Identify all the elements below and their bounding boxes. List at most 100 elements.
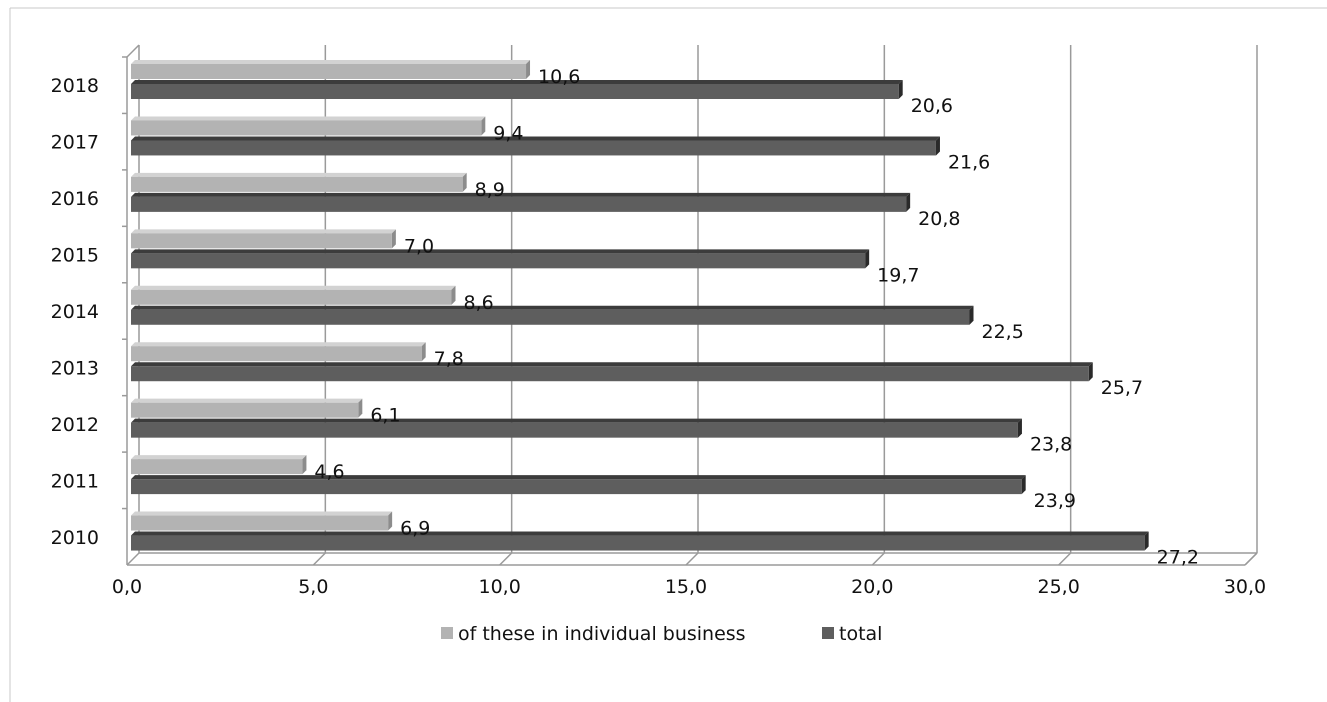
data-label: 7,8 bbox=[434, 348, 464, 370]
y-tick-label: 2015 bbox=[51, 245, 99, 267]
bar-end-face bbox=[358, 398, 363, 418]
y-tick-label: 2011 bbox=[51, 470, 99, 492]
data-label: 20,6 bbox=[911, 95, 953, 117]
bar-end-face bbox=[451, 285, 456, 305]
bar-total bbox=[131, 422, 1018, 438]
bar-top-face bbox=[131, 60, 531, 64]
bar-total bbox=[131, 84, 899, 99]
bars-layer bbox=[131, 60, 1149, 551]
data-label: 25,7 bbox=[1101, 377, 1143, 399]
bar-end-face bbox=[1144, 531, 1149, 551]
gridline-floor bbox=[685, 552, 699, 566]
bar-total bbox=[131, 366, 1089, 382]
bar-total bbox=[131, 479, 1022, 495]
bar-individual-business bbox=[131, 289, 452, 305]
data-label: 6,9 bbox=[400, 518, 430, 540]
bar-end-face bbox=[391, 229, 396, 249]
bar-end-face bbox=[935, 136, 940, 156]
bar-top-face bbox=[131, 285, 456, 290]
data-label: 21,6 bbox=[948, 151, 990, 173]
bar-individual-business bbox=[131, 64, 527, 79]
bar-end-face bbox=[1021, 475, 1026, 495]
bar-end-face bbox=[481, 116, 486, 136]
bar-end-face bbox=[526, 60, 531, 79]
gridline-floor bbox=[312, 552, 326, 566]
bar-top-face bbox=[131, 116, 486, 121]
data-label: 6,1 bbox=[370, 405, 400, 427]
bar-end-face bbox=[421, 342, 426, 362]
y-axis-depth-top bbox=[126, 44, 140, 58]
y-tick-label: 2010 bbox=[51, 527, 99, 549]
x-tick-label: 0,0 bbox=[112, 576, 142, 598]
data-label: 27,2 bbox=[1157, 547, 1199, 569]
x-tick-label: 15,0 bbox=[665, 576, 707, 598]
data-label: 9,4 bbox=[493, 122, 523, 144]
gridline-floor bbox=[499, 552, 513, 566]
bar-top-face bbox=[131, 305, 974, 310]
y-tick-label: 2012 bbox=[51, 414, 99, 436]
y-tick-label: 2013 bbox=[51, 357, 99, 379]
bar-top-face bbox=[131, 418, 1022, 423]
gridline-floor bbox=[1058, 552, 1072, 566]
x-tick-label: 20,0 bbox=[851, 576, 893, 598]
bar-top-face bbox=[131, 398, 363, 403]
labels-layer: 0,0 5,0 10,0 15,0 20,0 25,0 30,0 2018 10,6 20,6 20… bbox=[51, 66, 1267, 598]
y-tick-label: 2018 bbox=[51, 75, 99, 97]
gridline-floor bbox=[871, 552, 885, 566]
bar-top-face bbox=[131, 80, 903, 84]
data-label: 22,5 bbox=[982, 321, 1024, 343]
bar-end-face bbox=[462, 172, 467, 192]
data-label: 8,6 bbox=[463, 292, 493, 314]
bar-end-face bbox=[1088, 362, 1093, 382]
data-label: 19,7 bbox=[877, 264, 919, 286]
bar-total bbox=[131, 140, 936, 156]
x-tick-label: 5,0 bbox=[298, 576, 328, 598]
bar-end-face bbox=[388, 511, 393, 531]
bar-end-face bbox=[969, 305, 974, 325]
y-tick-label: 2016 bbox=[51, 188, 99, 210]
bar-top-face bbox=[131, 511, 393, 516]
bar-end-face bbox=[302, 455, 307, 475]
bar-top-face bbox=[131, 192, 911, 197]
data-label: 4,6 bbox=[314, 461, 344, 483]
legend-label: total bbox=[839, 623, 882, 645]
gridline-floor bbox=[126, 552, 140, 566]
bar-total bbox=[131, 253, 866, 269]
floor-right-edge bbox=[1244, 552, 1258, 566]
bar-total bbox=[131, 309, 970, 325]
bar-individual-business bbox=[131, 176, 463, 192]
bar-individual-business bbox=[131, 346, 422, 362]
data-label: 23,9 bbox=[1034, 490, 1076, 512]
bar-top-face bbox=[131, 229, 396, 234]
bar-top-face bbox=[131, 362, 1093, 367]
bar-individual-business bbox=[131, 120, 482, 136]
legend-swatch bbox=[441, 627, 453, 639]
bar-individual-business bbox=[131, 459, 303, 475]
x-tick-label: 10,0 bbox=[479, 576, 521, 598]
bar-top-face bbox=[131, 455, 307, 460]
x-tick-label: 25,0 bbox=[1038, 576, 1080, 598]
bar-total bbox=[131, 535, 1145, 551]
bar-top-face bbox=[131, 531, 1149, 536]
bar-individual-business bbox=[131, 402, 359, 418]
x-tick-label: 30,0 bbox=[1224, 576, 1266, 598]
legend: of these in individual business total bbox=[441, 623, 882, 645]
y-tick-label: 2017 bbox=[51, 132, 99, 154]
legend-label: of these in individual business bbox=[458, 623, 746, 645]
bar-end-face bbox=[906, 192, 911, 212]
data-label: 7,0 bbox=[404, 235, 434, 257]
bar-individual-business bbox=[131, 515, 389, 531]
bar-total bbox=[131, 196, 907, 212]
data-label: 20,8 bbox=[918, 208, 960, 230]
data-label: 23,8 bbox=[1030, 434, 1072, 456]
bar-end-face bbox=[865, 249, 870, 269]
bar-top-face bbox=[131, 475, 1026, 480]
data-label: 10,6 bbox=[538, 66, 580, 88]
legend-swatch bbox=[822, 627, 834, 639]
bar-top-face bbox=[131, 249, 870, 254]
bar-top-face bbox=[131, 342, 426, 347]
bar-top-face bbox=[131, 172, 467, 177]
bar-individual-business bbox=[131, 233, 392, 249]
bar-end-face bbox=[898, 80, 903, 99]
